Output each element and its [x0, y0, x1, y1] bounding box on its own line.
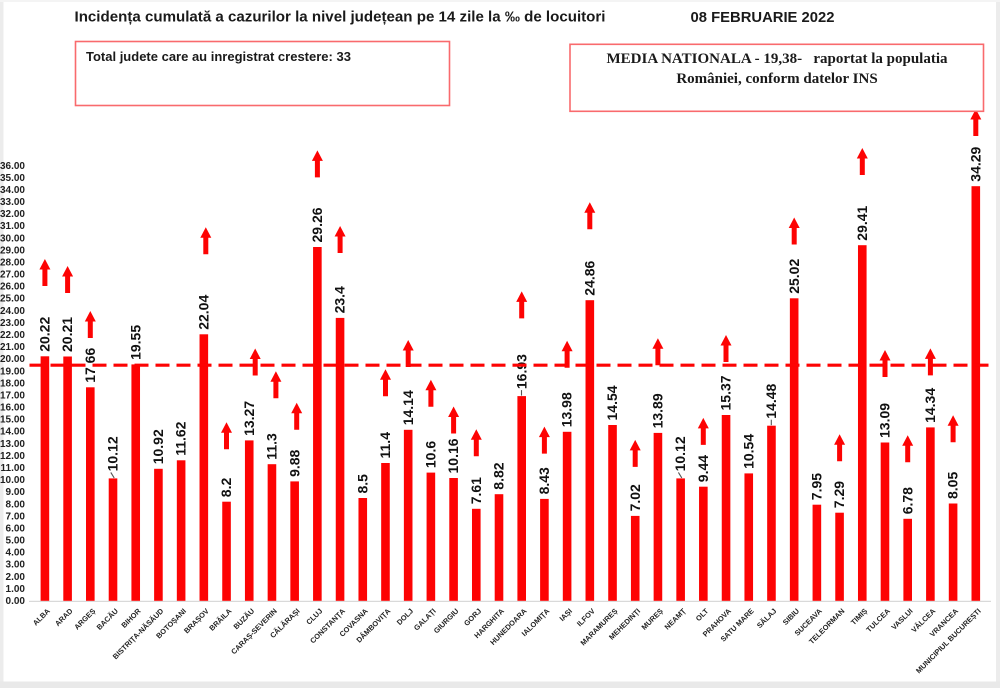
svg-text:11.3: 11.3: [264, 433, 280, 460]
svg-text:23.4: 23.4: [332, 286, 348, 313]
svg-text:9.00: 9.00: [6, 487, 26, 498]
svg-text:10.12: 10.12: [672, 436, 688, 471]
svg-text:20.22: 20.22: [37, 317, 53, 352]
svg-text:10.6: 10.6: [422, 441, 438, 468]
svg-text:7.02: 7.02: [627, 484, 643, 511]
svg-text:34.29: 34.29: [967, 146, 983, 181]
svg-text:13.09: 13.09: [877, 403, 893, 438]
svg-text:6.78: 6.78: [899, 487, 915, 514]
svg-text:14.54: 14.54: [604, 385, 620, 420]
svg-text:13.98: 13.98: [559, 392, 575, 427]
svg-text:13.00: 13.00: [0, 439, 25, 450]
svg-text:21.00: 21.00: [0, 342, 25, 353]
svg-text:20.21: 20.21: [59, 317, 75, 352]
svg-text:34.00: 34.00: [0, 185, 25, 196]
svg-text:8.43: 8.43: [536, 467, 552, 494]
svg-text:24.00: 24.00: [0, 306, 25, 317]
svg-text:28.00: 28.00: [0, 258, 25, 269]
svg-text:29.26: 29.26: [309, 207, 325, 242]
svg-text:2.00: 2.00: [6, 572, 26, 583]
svg-text:17.00: 17.00: [0, 391, 25, 402]
svg-text:Total judete care au inregistr: Total judete care au inregistrat crester…: [86, 49, 351, 64]
svg-text:9.88: 9.88: [286, 449, 302, 476]
svg-text:14.14: 14.14: [400, 390, 416, 425]
svg-text:25.00: 25.00: [0, 294, 25, 305]
svg-text:16.00: 16.00: [0, 403, 25, 414]
svg-text:6.00: 6.00: [6, 524, 26, 535]
svg-text:24.86: 24.86: [581, 260, 597, 295]
svg-text:15.00: 15.00: [0, 415, 25, 426]
svg-text:0.00: 0.00: [6, 596, 26, 607]
svg-text:15.37: 15.37: [718, 375, 734, 410]
svg-text:8.5: 8.5: [354, 474, 370, 494]
svg-text:25.02: 25.02: [786, 259, 802, 294]
svg-text:1.00: 1.00: [6, 584, 26, 595]
svg-text:10.16: 10.16: [445, 438, 461, 473]
svg-text:României, conform datelor INS: României, conform datelor INS: [676, 71, 877, 87]
svg-text:9.44: 9.44: [695, 455, 711, 482]
svg-text:22.00: 22.00: [0, 330, 25, 341]
svg-text:8.2: 8.2: [218, 478, 234, 498]
svg-text:08 FEBRUARIE 2022: 08 FEBRUARIE 2022: [691, 10, 835, 26]
svg-text:10.00: 10.00: [0, 475, 25, 486]
svg-text:11.62: 11.62: [173, 421, 189, 455]
svg-text:36.00: 36.00: [0, 161, 25, 172]
svg-text:7.29: 7.29: [831, 481, 847, 508]
svg-text:3.00: 3.00: [6, 560, 26, 571]
svg-text:16.93: 16.93: [513, 354, 529, 389]
svg-text:14.00: 14.00: [0, 427, 25, 438]
svg-text:13.89: 13.89: [650, 393, 666, 428]
svg-text:11.4: 11.4: [377, 432, 393, 459]
svg-text:35.00: 35.00: [0, 173, 25, 184]
svg-text:7.61: 7.61: [468, 477, 484, 504]
svg-text:5.00: 5.00: [6, 536, 26, 547]
svg-text:19.00: 19.00: [0, 366, 25, 377]
svg-text:7.95: 7.95: [808, 473, 824, 500]
svg-text:20.00: 20.00: [0, 354, 25, 365]
svg-text:10.92: 10.92: [150, 429, 166, 464]
svg-text:4.00: 4.00: [6, 548, 26, 559]
svg-text:19.55: 19.55: [127, 325, 143, 360]
svg-text:29.00: 29.00: [0, 245, 25, 256]
svg-text:17.66: 17.66: [82, 348, 98, 383]
svg-text:8.05: 8.05: [945, 472, 961, 499]
svg-text:23.00: 23.00: [0, 318, 25, 329]
svg-text:33.00: 33.00: [0, 197, 25, 208]
svg-text:29.41: 29.41: [854, 205, 870, 240]
svg-text:12.00: 12.00: [0, 451, 25, 462]
svg-text:13.27: 13.27: [241, 401, 257, 436]
svg-text:8.82: 8.82: [491, 462, 507, 489]
svg-text:Incidența cumulată a cazurilor: Incidența cumulată a cazurilor la nivel …: [75, 9, 606, 26]
svg-text:8.00: 8.00: [6, 499, 26, 510]
svg-text:MEDIA NATIONALA - 19,38- rapo: MEDIA NATIONALA - 19,38- raportat la pop…: [607, 51, 948, 67]
svg-text:10.54: 10.54: [740, 434, 756, 469]
svg-text:26.00: 26.00: [0, 282, 25, 293]
svg-text:14.34: 14.34: [922, 388, 938, 423]
svg-text:31.00: 31.00: [0, 221, 25, 232]
svg-text:30.00: 30.00: [0, 233, 25, 244]
svg-text:14.48: 14.48: [763, 383, 779, 418]
svg-text:10.12: 10.12: [105, 436, 121, 471]
svg-text:7.00: 7.00: [6, 511, 26, 522]
svg-text:11.00: 11.00: [1, 463, 26, 474]
svg-text:22.04: 22.04: [195, 295, 211, 330]
svg-text:27.00: 27.00: [0, 270, 25, 281]
svg-text:18.00: 18.00: [0, 378, 25, 389]
svg-text:32.00: 32.00: [0, 209, 25, 220]
